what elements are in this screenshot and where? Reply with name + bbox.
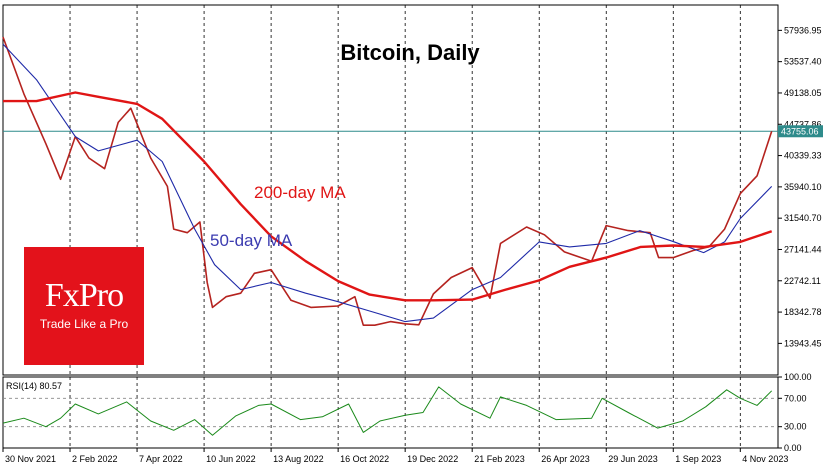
y-tick-label: 13943.45	[784, 338, 822, 348]
rsi-y-tick-label: 70.00	[784, 393, 807, 403]
x-tick-label: 26 Apr 2023	[541, 454, 590, 464]
y-tick-label: 49138.05	[784, 88, 822, 98]
brand-tagline: Trade Like a Pro	[39, 317, 129, 331]
x-tick-label: 10 Jun 2022	[206, 454, 256, 464]
y-tick-label: 18342.78	[784, 307, 822, 317]
y-tick-label: 31540.70	[784, 213, 822, 223]
rsi-pane-frame	[2, 376, 779, 449]
rsi-title: RSI(14) 80.57	[6, 381, 62, 391]
rsi-series-line	[2, 386, 773, 436]
x-tick-label: 16 Oct 2022	[340, 454, 389, 464]
y-tick-label: 53537.40	[784, 57, 822, 67]
ma50-label: 50-day MA	[210, 231, 293, 250]
x-tick-label: 21 Feb 2023	[474, 454, 525, 464]
y-tick-label: 44737.86	[784, 119, 822, 129]
y-tick-label: 35940.10	[784, 182, 822, 192]
rsi-layer	[2, 386, 773, 436]
y-tick-label: 22742.11	[784, 276, 821, 286]
x-tick-label: 4 Nov 2023	[742, 454, 788, 464]
rsi-y-tick-label: 30.00	[784, 422, 807, 432]
price-pane-frame	[2, 4, 779, 376]
chart-title: Bitcoin, Daily	[340, 40, 480, 65]
ma50-series-line	[2, 43, 773, 323]
x-tick-label: 2 Feb 2022	[72, 454, 118, 464]
x-tick-label: 30 Nov 2021	[5, 454, 56, 464]
price-series-line	[2, 36, 773, 327]
rsi-y-tick-label: 0.00	[784, 443, 802, 453]
x-tick-label: 1 Sep 2023	[675, 454, 721, 464]
x-tick-label: 29 Jun 2023	[608, 454, 658, 464]
current-price-badge	[778, 125, 823, 138]
price-layer	[2, 36, 773, 327]
brand-name: FxPro	[44, 277, 124, 314]
ma200-label: 200-day MA	[254, 183, 346, 202]
rsi-y-tick-label: 100.00	[784, 372, 812, 382]
x-tick-label: 13 Aug 2022	[273, 454, 324, 464]
y-tick-label: 27141.44	[784, 244, 822, 254]
x-tick-label: 7 Apr 2022	[139, 454, 183, 464]
y-tick-label: 40339.33	[784, 151, 822, 161]
y-tick-label: 57936.95	[784, 25, 822, 35]
current-price-label: 43755.06	[781, 126, 819, 136]
axis-layer: 30 Nov 2021 2 Feb 2022 7 Apr 2022 10 Jun 20…	[2, 25, 823, 464]
ma200-series-line	[3, 91, 773, 302]
fxpro-logo: FxPro Trade Like a Pro	[24, 247, 144, 365]
x-tick-label: 19 Dec 2022	[407, 454, 458, 464]
